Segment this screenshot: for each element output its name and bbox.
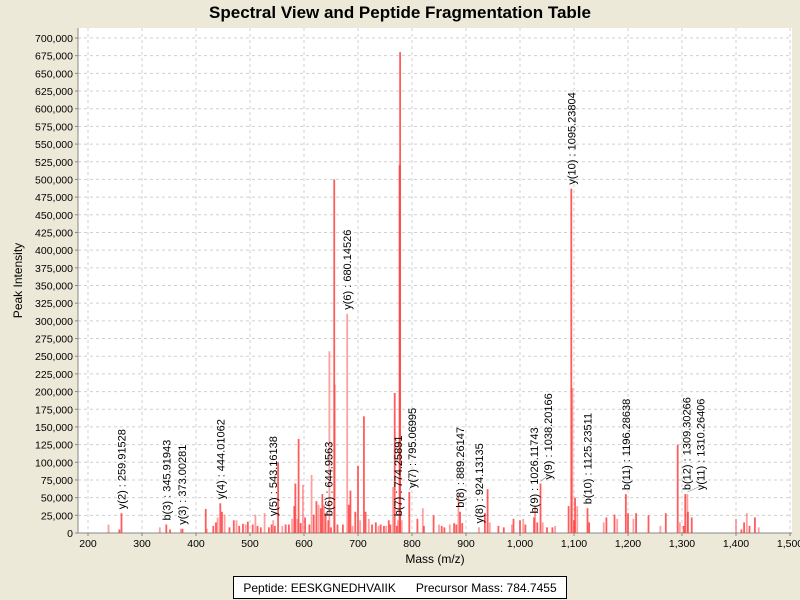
peak-annotation: b(10) : 1125.23511 [583,413,595,504]
y-tick-label: 500,000 [35,174,73,186]
y-tick-label: 600,000 [35,104,73,116]
y-tick-label: 525,000 [35,157,73,169]
y-tick-label: 25,000 [41,510,73,522]
y-tick-label: 450,000 [35,210,73,222]
x-tick-label: 500 [241,538,259,550]
y-tick-label: 425,000 [35,227,73,239]
y-tick-label: 625,000 [35,86,73,98]
legend-peptide: Peptide: EESKGNEDHVAIIK [243,580,396,595]
y-tick-label: 250,000 [35,351,73,363]
peak-annotation: b(11) : 1196.28638 [621,399,633,490]
y-tick-label: 300,000 [35,316,73,328]
peak-annotation: y(9) : 1038.20166 [543,393,555,479]
x-tick-label: 300 [133,538,151,550]
y-tick-label: 400,000 [35,245,73,257]
y-axis-label: Peak Intensity [11,243,25,318]
y-tick-label: 700,000 [35,33,73,45]
y-tick-label: 0 [67,528,73,540]
x-tick-label: 1,300 [669,538,695,550]
peak-annotation: y(3) : 373.00281 [177,445,189,525]
peak-annotation: y(6) : 680.14526 [342,230,354,310]
y-tick-label: 175,000 [35,404,73,416]
y-tick-label: 375,000 [35,263,73,275]
y-tick-label: 550,000 [35,139,73,151]
peak-annotation: b(7) : 774.25891 [393,436,405,517]
x-tick-label: 1,200 [615,538,641,550]
peak-annotation: b(8) : 889.26147 [455,427,467,508]
x-tick-label: 900 [457,538,475,550]
x-tick-label: 700 [349,538,367,550]
x-tick-label: 400 [187,538,205,550]
peak-annotation: y(5) : 543.16138 [268,436,280,516]
annotation-leader [687,485,701,493]
y-tick-label: 275,000 [35,334,73,346]
y-tick-label: 200,000 [35,387,73,399]
peak-annotation: y(11) : 1310.26406 [695,399,707,491]
peak-annotation: b(12) : 1309.30266 [681,397,693,490]
y-tick-label: 125,000 [35,440,73,452]
peak-annotation: y(8) : 924.13135 [474,443,486,523]
x-tick-label: 200 [79,538,97,550]
y-tick-label: 75,000 [41,475,73,487]
peak-annotation: b(9) : 1026.11743 [529,427,541,513]
y-tick-label: 50,000 [41,493,73,505]
annotation-leader [540,475,549,482]
x-tick-label: 1,500 [777,538,800,550]
y-tick-label: 225,000 [35,369,73,381]
y-tick-label: 675,000 [35,51,73,63]
peak-annotation: y(4) : 444.01062 [215,419,227,499]
y-tick-label: 350,000 [35,281,73,293]
x-tick-label: 1,100 [561,538,587,550]
y-tick-label: 150,000 [35,422,73,434]
x-tick-label: 600 [295,538,313,550]
x-tick-label: 1,000 [507,538,533,550]
peak-annotation: b(3) : 345.91943 [161,440,173,521]
y-tick-label: 650,000 [35,68,73,80]
x-axis-label: Mass (m/z) [405,552,464,566]
y-tick-label: 575,000 [35,121,73,133]
peak-annotation: y(7) : 795.06995 [407,408,419,488]
annotation-leader [409,483,413,491]
y-tick-label: 475,000 [35,192,73,204]
y-tick-label: 100,000 [35,457,73,469]
legend-precursor-mass: Precursor Mass: 784.7455 [415,580,557,595]
legend: Peptide: EESKGNEDHVAIIK Precursor Mass: … [233,576,567,599]
x-tick-label: 1,400 [723,538,749,550]
y-tick-label: 325,000 [35,298,73,310]
chart-title: Spectral View and Peptide Fragmentation … [209,3,591,22]
peak-annotation: y(2) : 259.91528 [116,429,128,509]
x-tick-label: 800 [403,538,421,550]
peak-annotation: b(6) : 644.9563 [323,442,335,517]
peak-annotation: y(10) : 1095.23804 [566,92,578,184]
plot-area [78,28,792,533]
